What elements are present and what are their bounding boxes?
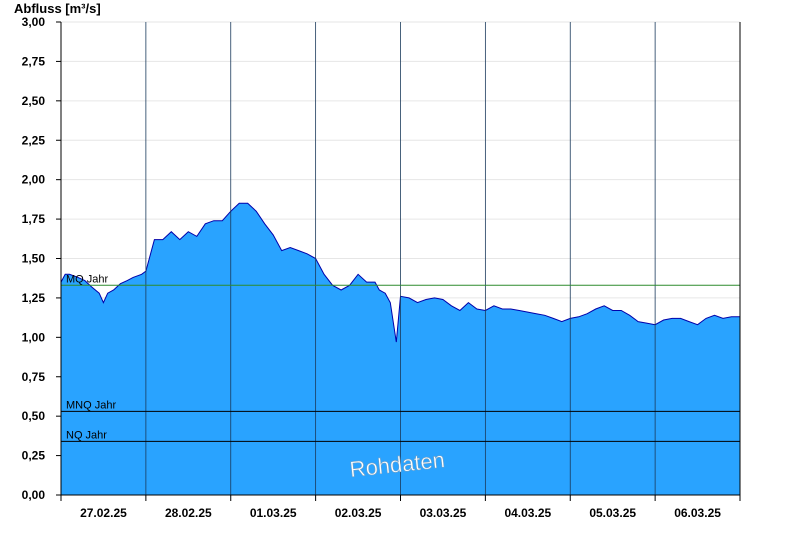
y-tick-label: 2,75 xyxy=(22,54,46,68)
y-tick-label: 2,25 xyxy=(22,133,46,147)
y-axis-label: Abfluss [m³/s] xyxy=(14,1,101,16)
reference-line-label: NQ Jahr xyxy=(66,429,107,441)
x-tick-label: 02.03.25 xyxy=(335,506,382,520)
y-tick-labels: 0,00 0,25 0,50 0,75 1,00 1,25 1,50 1,75 2,00 2,25… xyxy=(22,15,61,502)
y-tick-label: 0,25 xyxy=(22,449,46,463)
x-tick-labels: 27.02.25 28.02.25 01.03.25 02.03.25 03.03.25… xyxy=(60,495,741,520)
x-tick-label: 01.03.25 xyxy=(250,506,297,520)
y-tick-label: 1,25 xyxy=(22,291,46,305)
y-tick-label: 1,50 xyxy=(22,252,46,266)
y-tick-label: 1,75 xyxy=(22,212,46,226)
x-tick-label: 04.03.25 xyxy=(504,506,551,520)
y-tick-label: 0,50 xyxy=(22,409,46,423)
x-tick-label: 06.03.25 xyxy=(674,506,721,520)
x-tick-label: 27.02.25 xyxy=(80,506,127,520)
y-tick-label: 2,50 xyxy=(22,94,46,108)
y-tick-label: 0,00 xyxy=(22,488,46,502)
reference-line-label: MQ Jahr xyxy=(66,273,109,285)
y-tick-label: 2,00 xyxy=(22,173,46,187)
y-tick-label: 3,00 xyxy=(22,15,46,29)
reference-line-label: MNQ Jahr xyxy=(66,399,116,411)
x-tick-label: 03.03.25 xyxy=(420,506,467,520)
x-tick-label: 05.03.25 xyxy=(589,506,636,520)
discharge-line xyxy=(60,202,740,343)
y-tick-label: 1,00 xyxy=(22,330,46,344)
y-tick-label: 0,75 xyxy=(22,370,46,384)
x-tick-label: 28.02.25 xyxy=(165,506,212,520)
